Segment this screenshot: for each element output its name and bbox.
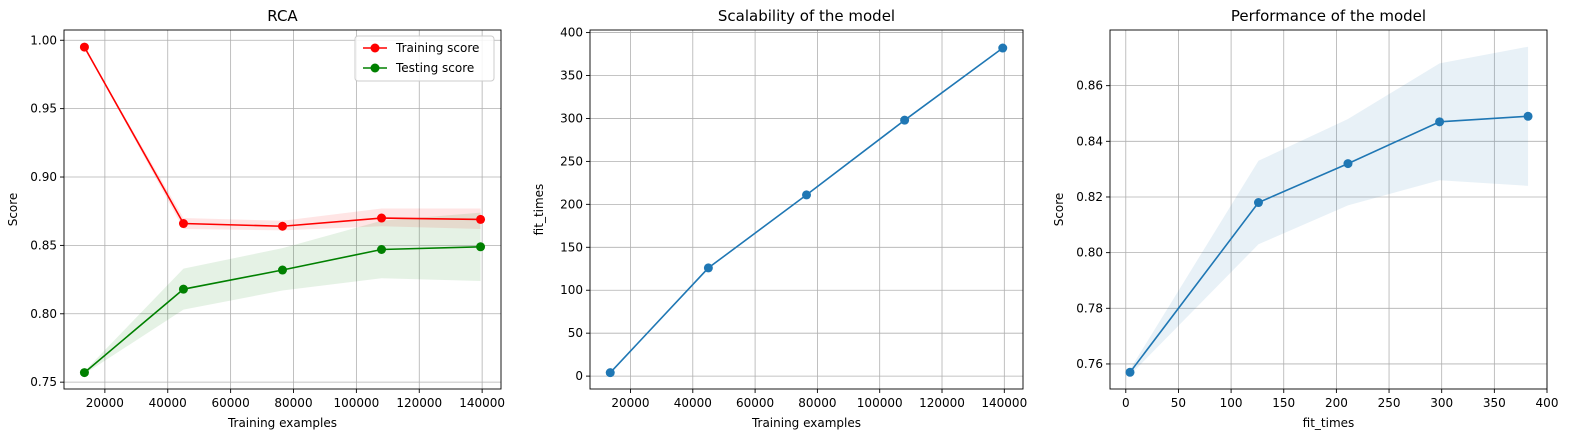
x-tick-label: 120000 [919,396,965,410]
y-tick-label: 0.85 [30,238,57,252]
y-tick-label: 1.00 [30,33,57,47]
x-tick-label: 100000 [333,396,379,410]
x-tick-label: 150 [1272,396,1295,410]
y-tick-label: 150 [560,240,583,254]
series-1-point [178,284,188,294]
x-tick-label: 200 [1325,396,1348,410]
series-0-point [1125,367,1135,377]
x-tick-label: 140000 [459,396,505,410]
series-1-point [377,245,387,255]
x-tick-label: 60000 [736,396,774,410]
series-0-point [476,214,486,224]
y-tick-label: 0.76 [1076,357,1103,371]
series-0-point [178,219,188,229]
series-0-point [900,115,910,125]
series-0-band [84,47,481,231]
x-tick-label: 40000 [674,396,712,410]
x-tick-label: 50 [1171,396,1186,410]
y-tick-label: 0.86 [1076,79,1103,93]
y-tick-label: 0 [575,369,583,383]
axes-frame [63,29,502,390]
x-tick-label: 40000 [149,396,187,410]
y-tick-label: 0.90 [30,170,57,184]
series-1-point [79,368,89,378]
x-tick-label: 100000 [857,396,903,410]
x-tick-label: 60000 [212,396,250,410]
chart-title: Performance of the model [1231,7,1426,25]
y-tick-label: 0.78 [1076,301,1103,315]
series-0-point [278,221,287,231]
y-tick-label: 0.84 [1076,134,1103,148]
y-tick-label: 350 [560,69,583,83]
x-tick-label: 120000 [396,396,442,410]
series-0-point [998,43,1008,53]
axes-frame [1109,29,1548,390]
x-tick-label: 350 [1483,396,1506,410]
y-tick-label: 0.80 [1076,246,1103,260]
x-tick-label: 300 [1430,396,1453,410]
series-0-band [1130,46,1529,376]
panel-scalability: 20000 40000 60000 80000 100000 120000 140000 0 5… [532,7,1027,430]
legend-marker-1 [370,63,380,73]
y-tick-label: 0.80 [30,307,57,321]
x-tick-label: 0 [1122,396,1130,410]
series-1-point [476,242,486,252]
y-axis-label: Score [1052,193,1066,227]
x-axis-label: Training examples [227,416,337,430]
axes-frame [589,29,1024,390]
x-tick-label: 20000 [611,396,649,410]
series-0-point [605,368,615,378]
y-tick-label: 0.82 [1076,190,1103,204]
x-axis-label: fit_times [1303,416,1355,430]
y-tick-label: 100 [560,283,583,297]
y-tick-label: 0.95 [30,102,57,116]
legend-label-1: Testing score [395,61,474,75]
series-0-point [1253,198,1263,208]
series-1-band [84,212,481,374]
y-tick-label: 300 [560,111,583,125]
series-0-point [377,213,387,223]
chart-title: RCA [267,7,298,25]
x-tick-label: 400 [1536,396,1559,410]
legend-label-0: Training score [395,41,479,55]
panel-rca: 20000 40000 60000 80000 100000 120000 140000 0.… [6,7,505,430]
y-tick-label: 250 [560,154,583,168]
y-tick-label: 0.75 [30,375,57,389]
y-tick-label: 200 [560,197,583,211]
x-tick-label: 80000 [274,396,312,410]
legend: Training score Testing score [354,35,495,82]
chart-title: Scalability of the model [718,7,895,25]
y-tick-label: 400 [560,26,583,40]
series-0-point [703,263,713,273]
x-tick-label: 250 [1378,396,1401,410]
x-axis-label: Training examples [751,416,861,430]
y-tick-label: 50 [568,326,583,340]
x-tick-label: 100 [1220,396,1243,410]
legend-marker-0 [370,43,380,53]
panel-performance: 0 50 100 150 200 250 300 350 400 0.76 0.78 0.80 0.82… [1052,7,1558,430]
x-tick-label: 80000 [798,396,836,410]
x-tick-label: 140000 [981,396,1027,410]
series-0-point [1343,159,1353,169]
series-0-point [1435,117,1445,127]
series-0-point [79,42,89,52]
series-0-point [802,190,811,200]
legend-box [354,35,495,82]
series-1-point [278,265,287,275]
y-axis-label: Score [6,193,20,227]
y-axis-label: fit_times [532,184,546,236]
series-0-point [1523,111,1533,121]
x-tick-label: 20000 [86,396,124,410]
series-0-line [609,47,1004,374]
